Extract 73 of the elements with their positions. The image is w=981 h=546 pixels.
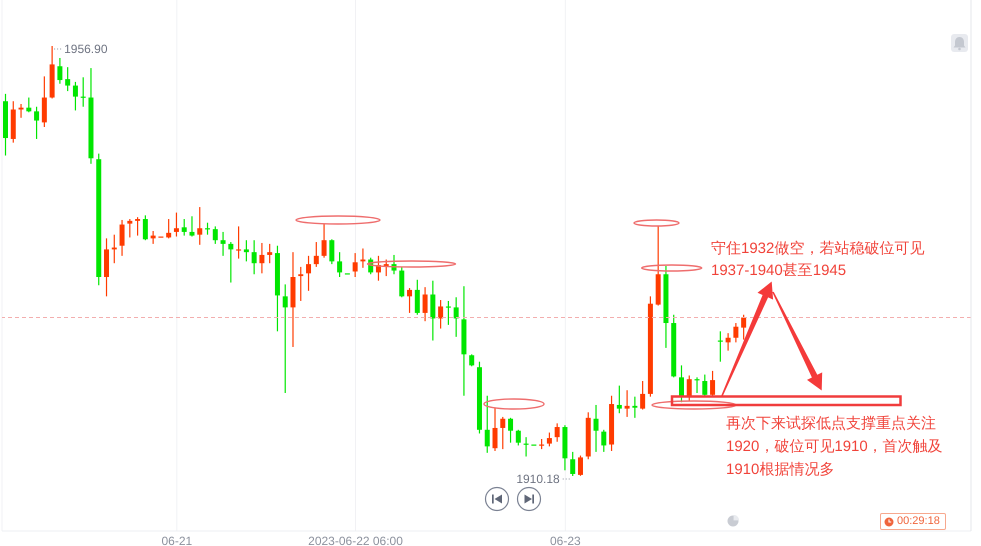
candlestick [259,242,264,274]
candlestick [407,287,412,314]
candlestick [414,279,420,316]
candlestick [252,240,257,275]
candlestick [384,258,389,277]
candlestick [267,243,272,264]
candlestick [438,299,444,330]
candlestick [741,314,746,340]
candlestick [65,66,70,92]
candlestick [352,252,358,278]
candlestick [640,380,646,410]
candlestick [142,214,148,241]
candlestick [329,238,334,265]
x-tick-label: 06-21 [161,534,192,546]
candlestick [594,404,599,452]
candlestick [337,252,342,278]
candlestick [120,219,125,256]
candlestick [616,385,622,414]
candlestick [694,376,700,394]
candlestick [135,216,140,236]
candlestick [322,223,327,258]
candlestick [430,280,436,342]
candlestick [686,374,692,402]
candlestick [182,218,187,236]
annotation: 守住1932做空，若站稳破位可见1937-1940甚至1945 [711,239,926,281]
x-tick-label: 06-23 [550,534,581,546]
candlestick [212,226,218,244]
candlestick [166,218,172,239]
candlestick [197,206,202,246]
candlestick [500,416,506,450]
candlestick [454,296,459,338]
candlestick [244,240,249,262]
candlestick [127,218,132,238]
candlestick [469,354,474,367]
candlestick [282,284,288,394]
candlestick [726,332,731,352]
candlestick [26,96,32,113]
candlestick [524,436,529,458]
candlestick [220,231,226,256]
candlestick [205,222,210,236]
candlestick [314,241,319,268]
annotation: 再次下来试探低点支撑重点关注1920，破位可见1910，首次触及1910根据情况多 [726,414,944,480]
candlestick [484,395,490,454]
candlestick [508,417,514,444]
candlestick [360,248,366,268]
text: 1910.18 [516,472,560,486]
candlestick [578,454,583,476]
candlestick [112,234,117,264]
candlestick [570,451,576,477]
candlestick [189,216,194,238]
candlestick [678,364,684,403]
candlestick [516,429,521,446]
x-tick-label: 2023-06-22 06:00 [308,534,404,546]
text: 1956.90 [64,42,108,56]
candlestick [72,81,78,112]
candlestick [710,370,716,398]
candlestick [80,76,86,108]
candlestick [306,255,312,292]
candlestick [554,422,560,442]
candlestick [174,212,179,238]
candlestick [733,322,738,343]
candlestick [34,106,40,140]
candlestick [492,407,498,452]
candlestick [702,374,708,398]
candlestick [228,241,234,284]
candlestick [422,286,428,322]
candlestick [546,432,552,447]
candlestick [624,390,630,418]
candlestick [57,57,62,84]
candlestick [601,429,606,452]
candlestick [18,103,24,118]
candlestick [150,230,156,244]
text: 00:29:18 [897,514,940,529]
